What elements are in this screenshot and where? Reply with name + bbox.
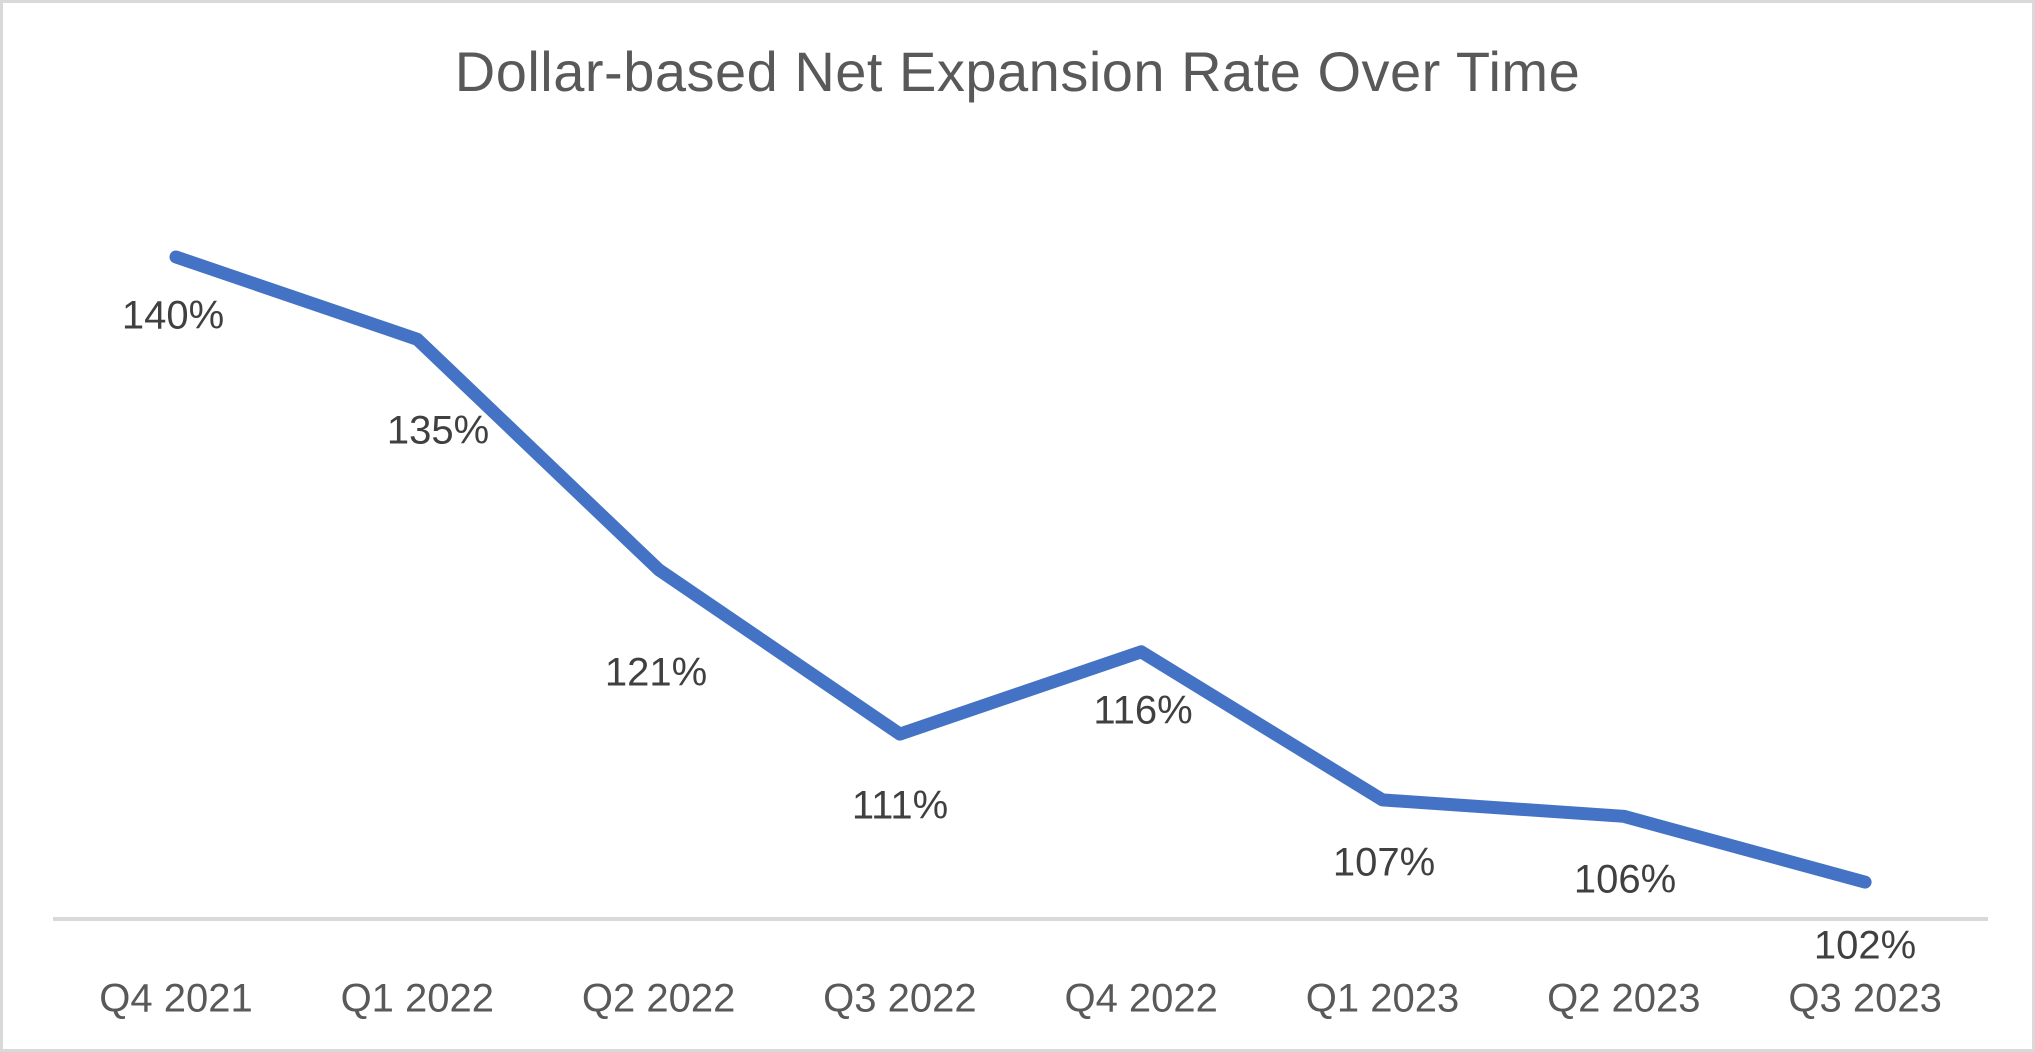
- category-label: Q4 2022: [1064, 976, 1218, 1021]
- data-label: 107%: [1332, 840, 1436, 885]
- category-label: Q2 2022: [581, 976, 736, 1021]
- data-label: 102%: [1813, 923, 1917, 968]
- category-label: Q1 2023: [1305, 976, 1460, 1021]
- data-label: 116%: [1093, 688, 1193, 733]
- category-label: Q1 2022: [340, 976, 495, 1021]
- series-line: [169, 250, 1872, 889]
- chart-title: Dollar-based Net Expansion Rate Over Tim…: [454, 40, 1581, 103]
- line-chart-plot: [53, 250, 1988, 921]
- category-label: Q3 2022: [823, 976, 977, 1021]
- data-label: 135%: [386, 408, 490, 453]
- data-label: 111%: [851, 783, 949, 828]
- category-label: Q3 2023: [1788, 976, 1942, 1021]
- data-label: 121%: [604, 650, 708, 695]
- category-label: Q4 2021: [99, 976, 253, 1021]
- data-label: 106%: [1573, 857, 1677, 902]
- category-label: Q2 2023: [1547, 976, 1701, 1021]
- data-label: 140%: [121, 293, 225, 338]
